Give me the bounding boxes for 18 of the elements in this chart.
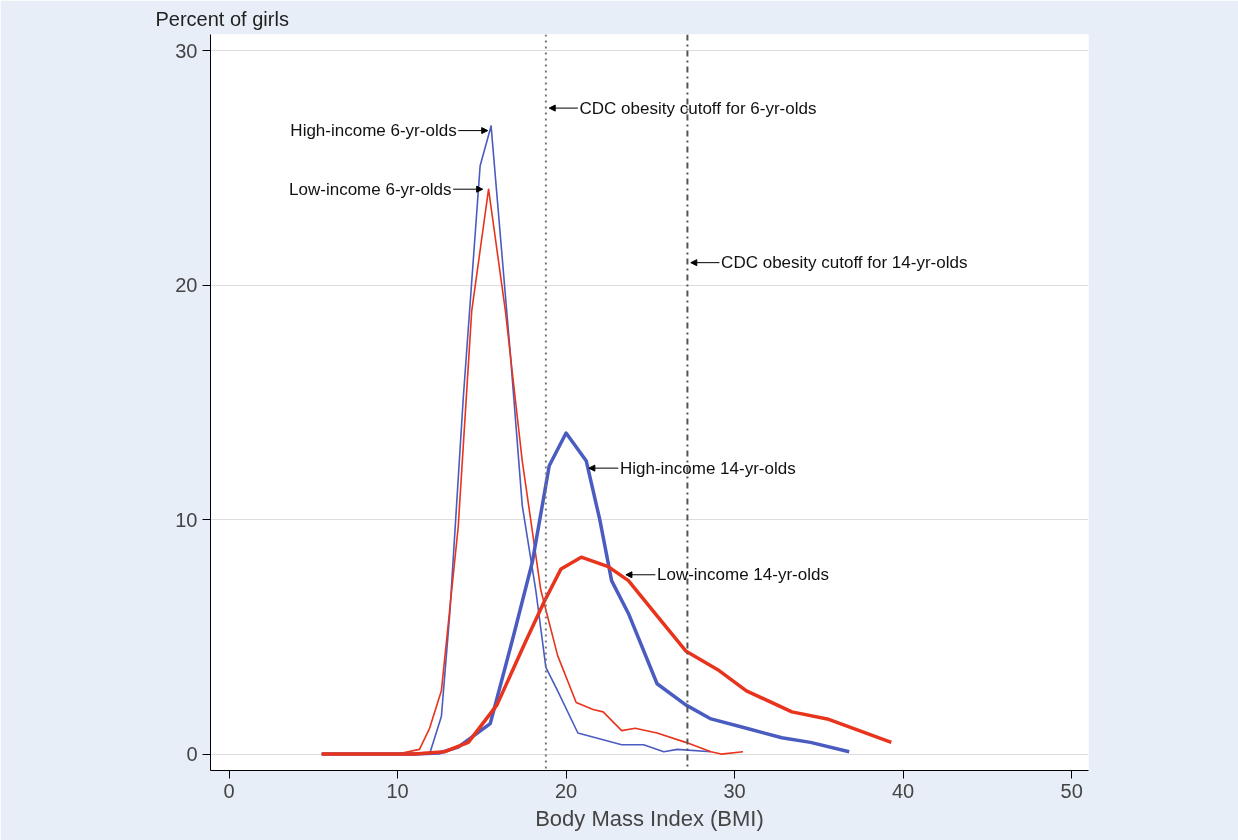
x-tick-label: 20: [554, 779, 578, 802]
y-tick-label: 10: [175, 508, 198, 531]
x-tick-label: 10: [386, 779, 409, 802]
ref-line-label: CDC obesity cutoff for 6-yr-olds: [579, 98, 817, 118]
x-tick-label: 30: [723, 779, 746, 802]
y-tick-label: 0: [186, 743, 198, 766]
x-axis-title: Body Mass Index (BMI): [535, 805, 764, 831]
x-tick-label: 0: [223, 779, 235, 802]
x-tick-label: 40: [892, 779, 915, 802]
annotation: Low-income 14-yr-olds: [657, 565, 829, 585]
ref-line-label: CDC obesity cutoff for 14-yr-olds: [721, 253, 968, 273]
annotation: High-income 14-yr-olds: [619, 458, 796, 478]
x-tick-label: 50: [1060, 779, 1083, 802]
annotation: High-income 6-yr-olds: [290, 121, 457, 141]
y-tick-label: 30: [175, 39, 198, 62]
y-tick-label: 20: [175, 274, 198, 297]
y-axis-title: Percent of girls: [155, 7, 289, 30]
annotation: Low-income 6-yr-olds: [289, 179, 452, 199]
